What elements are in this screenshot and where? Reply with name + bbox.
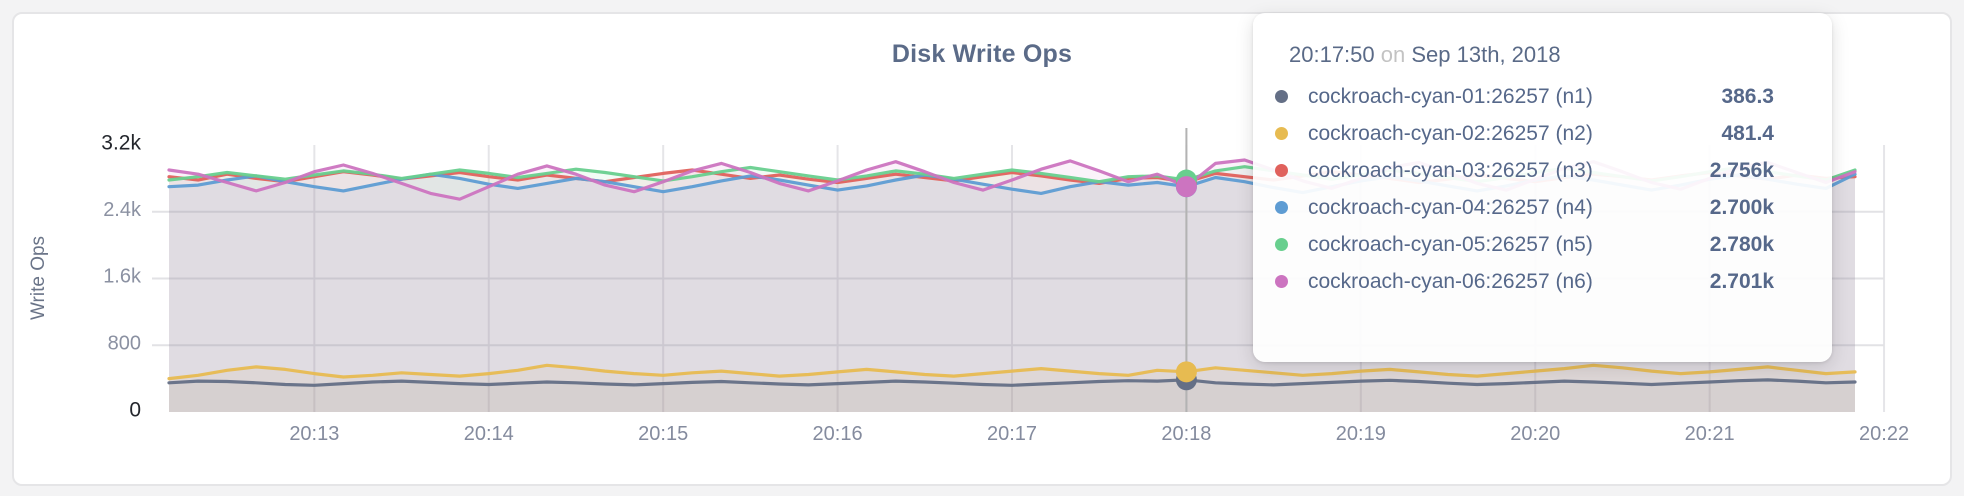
x-axis-tick-labels: 20:13 20:14 20:15 20:16 20:17 20:18 20:19 20:20…: [289, 423, 1909, 445]
x-tick-label: 20:21: [1685, 423, 1735, 445]
y-tick-label: 1.6k: [103, 266, 142, 288]
tooltip-row-label: cockroach-cyan-03:26257 (n3): [1308, 158, 1593, 182]
tooltip-row-label: cockroach-cyan-01:26257 (n1): [1308, 84, 1593, 108]
series-line: [167, 378, 1857, 387]
tooltip-row-value: 2.700k: [1709, 195, 1774, 219]
series-line: [167, 363, 1857, 381]
x-tick-label: 20:17: [987, 423, 1037, 445]
legend-dot-icon: [1275, 238, 1288, 251]
y-tick-label: 2.4k: [103, 199, 142, 221]
hover-dot: [1175, 176, 1197, 198]
tooltip-row-value: 2.780k: [1709, 232, 1774, 256]
tooltip-row-label: cockroach-cyan-05:26257 (n5): [1308, 232, 1593, 256]
tooltip-row-value: 386.3: [1721, 84, 1774, 108]
series-area: [169, 379, 1855, 412]
tooltip-row-label: cockroach-cyan-06:26257 (n6): [1308, 269, 1593, 293]
legend-dot-icon: [1275, 164, 1288, 177]
tooltip-row: cockroach-cyan-06:26257 (n6) 2.701k: [1275, 263, 1774, 300]
hover-dots: [1175, 169, 1197, 391]
x-tick-label: 20:15: [638, 423, 688, 445]
x-tick-label: 20:20: [1510, 423, 1560, 445]
legend-dot-icon: [1275, 90, 1288, 103]
tooltip-row: cockroach-cyan-02:26257 (n2) 481.4: [1275, 115, 1774, 152]
x-tick-label: 20:22: [1859, 423, 1909, 445]
tooltip-row: cockroach-cyan-01:26257 (n1) 386.3: [1275, 78, 1774, 115]
x-tick-label: 20:13: [289, 423, 339, 445]
tooltip-row: cockroach-cyan-05:26257 (n5) 2.780k: [1275, 226, 1774, 263]
x-tick-label: 20:16: [813, 423, 863, 445]
series-area: [169, 365, 1855, 412]
y-axis-tick-labels: 0 800 1.6k 2.4k 3.2k: [101, 132, 142, 422]
x-tick-label: 20:18: [1161, 423, 1211, 445]
legend-dot-icon: [1275, 275, 1288, 288]
tooltip-row: cockroach-cyan-04:26257 (n4) 2.700k: [1275, 189, 1774, 226]
hover-tooltip: 20:17:50 on Sep 13th, 2018 cockroach-cya…: [1253, 13, 1832, 362]
y-tick-label: 0: [129, 399, 141, 422]
tooltip-header: 20:17:50 on Sep 13th, 2018: [1289, 41, 1774, 69]
hover-dot: [1175, 361, 1197, 383]
tooltip-row-value: 2.701k: [1709, 269, 1774, 293]
y-tick-label: 800: [108, 332, 141, 354]
tooltip-row-value: 2.756k: [1709, 158, 1774, 182]
legend-dot-icon: [1275, 201, 1288, 214]
x-tick-label: 20:14: [464, 423, 514, 445]
y-tick-label: 3.2k: [101, 132, 141, 155]
tooltip-rows: cockroach-cyan-01:26257 (n1) 386.3 cockroa…: [1275, 78, 1774, 300]
chart-title: Disk Write Ops: [891, 40, 1073, 68]
tooltip-date: Sep 13th, 2018: [1411, 42, 1561, 67]
tooltip-time: 20:17:50: [1289, 42, 1375, 67]
tooltip-row-value: 481.4: [1721, 121, 1774, 145]
legend-dot-icon: [1275, 127, 1288, 140]
tooltip-row: cockroach-cyan-03:26257 (n3) 2.756k: [1275, 152, 1774, 189]
x-tick-label: 20:19: [1336, 423, 1386, 445]
tooltip-row-label: cockroach-cyan-02:26257 (n2): [1308, 121, 1593, 145]
tooltip-connector: on: [1380, 42, 1406, 67]
tooltip-row-label: cockroach-cyan-04:26257 (n4): [1308, 195, 1593, 219]
